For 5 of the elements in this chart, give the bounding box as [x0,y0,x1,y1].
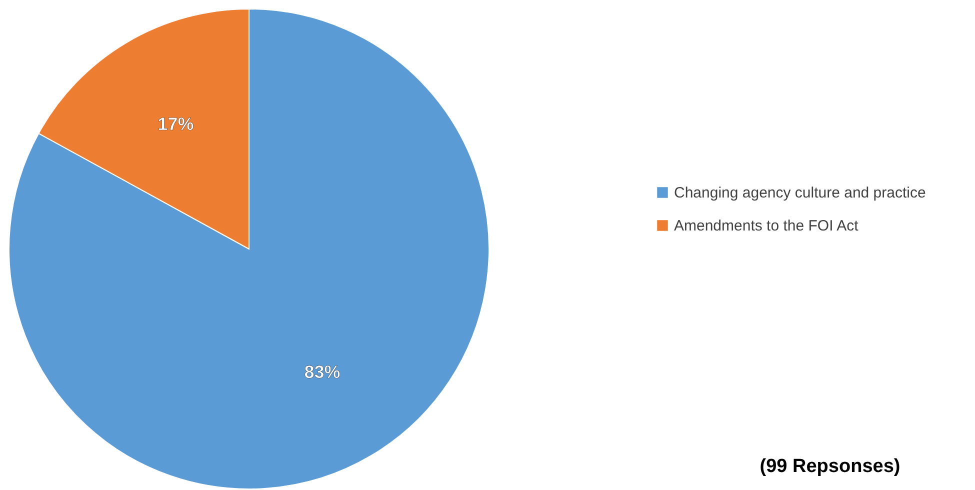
legend-label: Amendments to the FOI Act [674,218,860,234]
text: (99 Repsonses) [760,456,900,477]
data-label: 17% [158,114,194,134]
data-label: 83% [304,362,340,382]
legend-label: Changing agency culture and practice [674,184,926,202]
